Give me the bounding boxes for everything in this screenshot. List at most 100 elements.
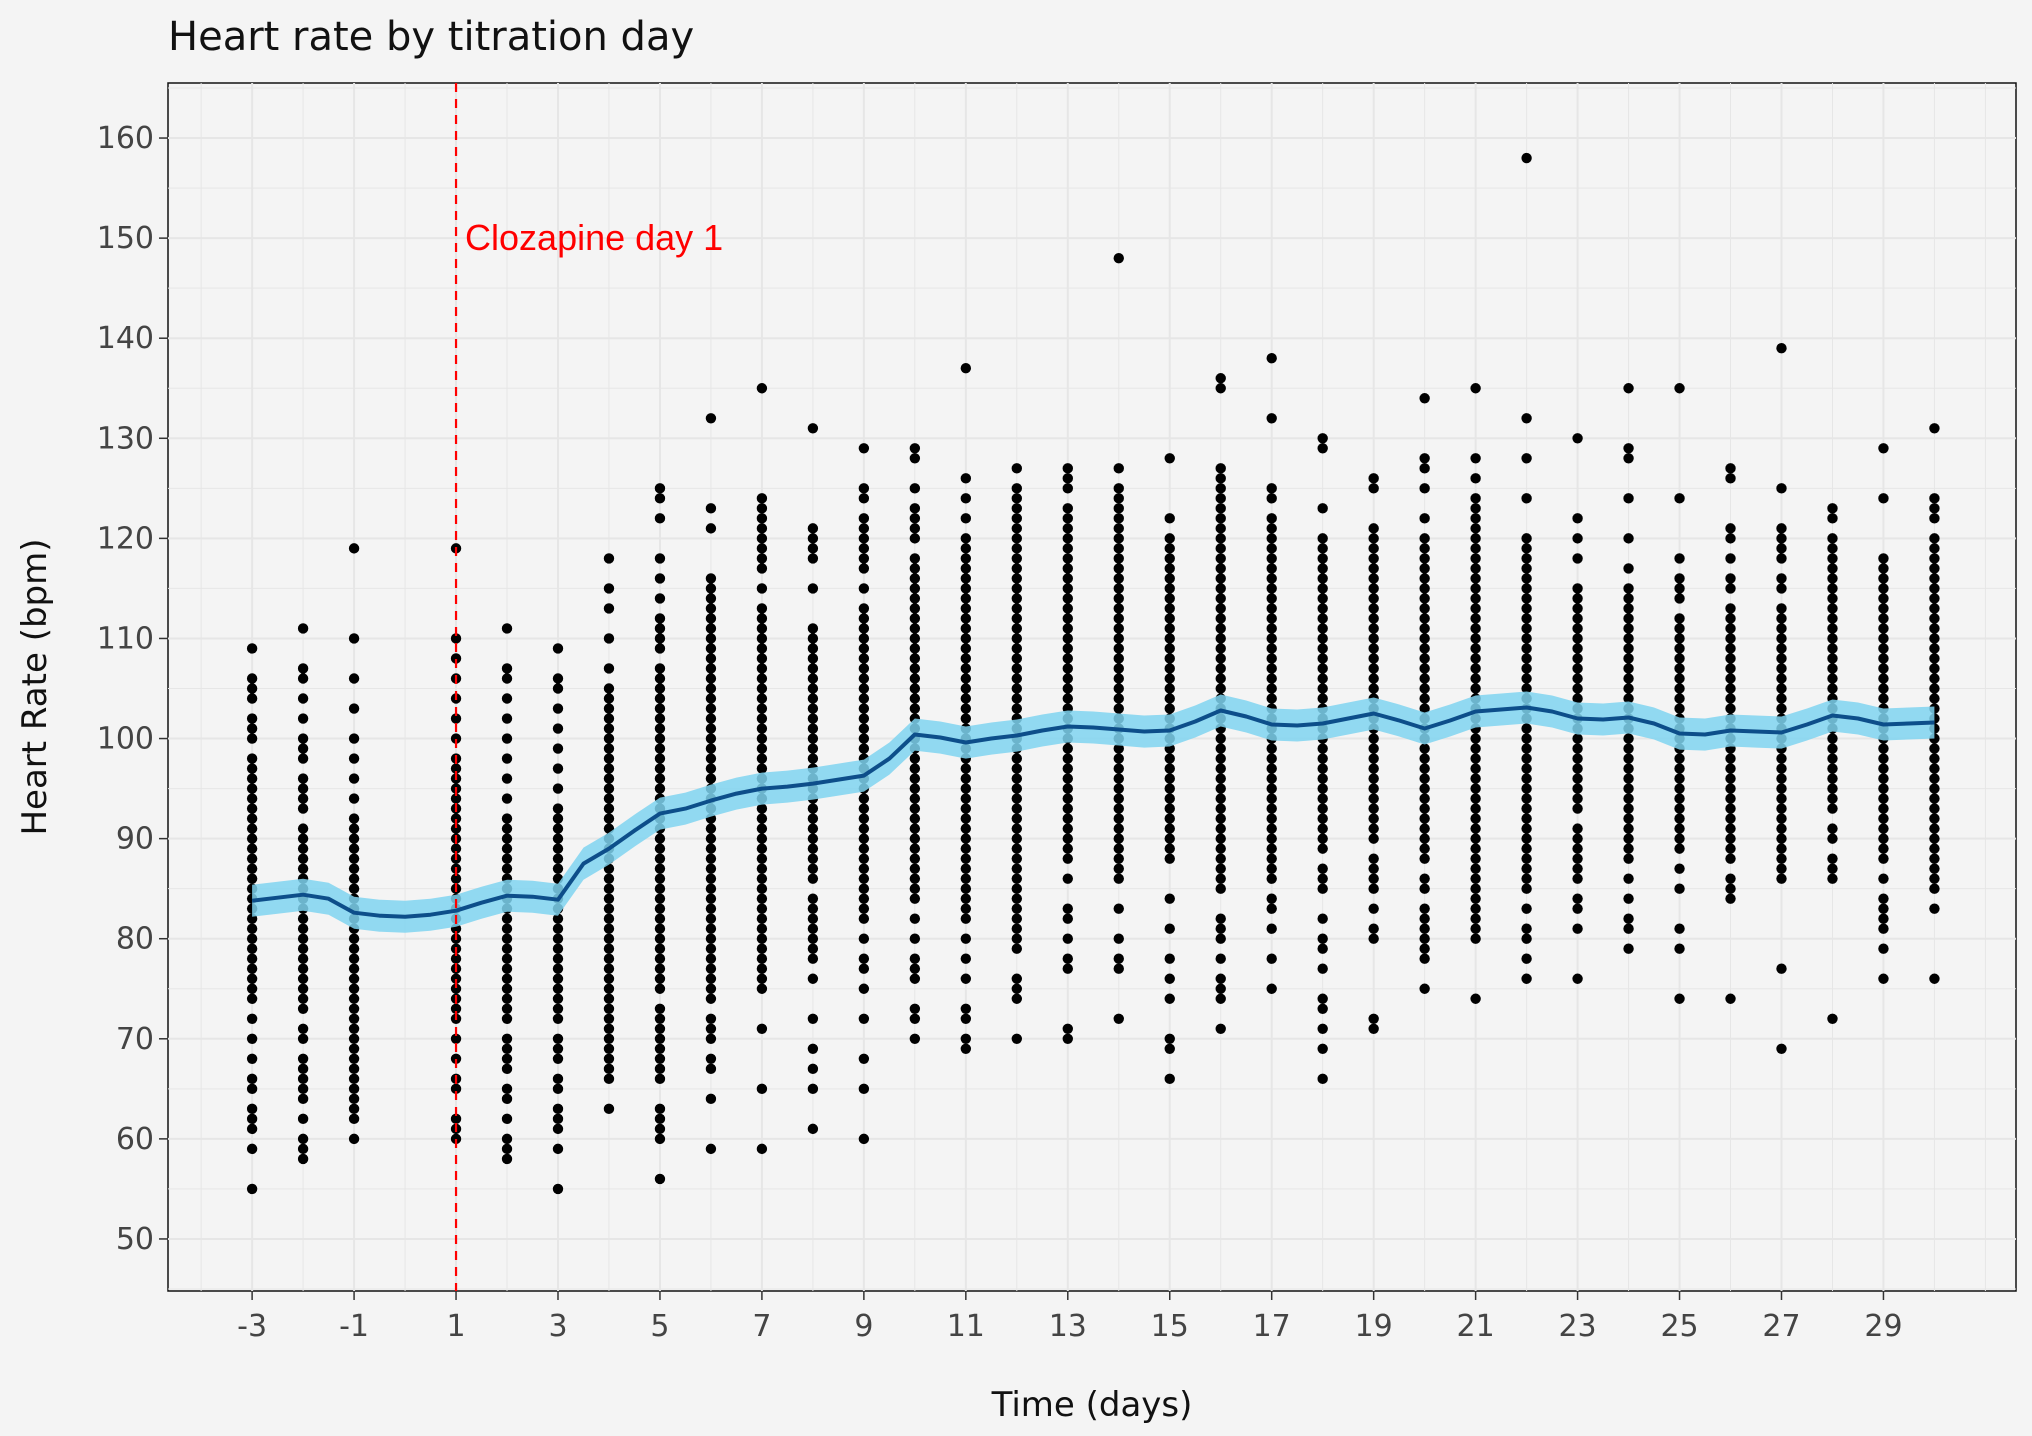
data-point (1725, 553, 1736, 564)
data-point (1521, 783, 1532, 794)
data-point (705, 603, 717, 614)
data-point (552, 703, 564, 714)
data-point (654, 623, 666, 634)
data-point (1470, 853, 1481, 864)
data-point (1113, 523, 1124, 534)
data-point (1878, 793, 1889, 804)
data-point (756, 713, 768, 724)
trend (251, 691, 1935, 933)
data-point (1113, 513, 1124, 524)
data-point (909, 773, 921, 784)
data-point (450, 733, 462, 744)
data-point (705, 753, 717, 764)
data-point (960, 763, 972, 774)
data-point (1011, 673, 1023, 684)
data-point (654, 683, 666, 694)
data-point (705, 623, 717, 634)
data-point (552, 1123, 564, 1135)
x-tick-label: 25 (1660, 1309, 1698, 1344)
data-point (1776, 673, 1787, 684)
data-point (1062, 963, 1073, 974)
data-point (756, 663, 768, 674)
data-point (909, 643, 921, 654)
data-point (1521, 533, 1532, 544)
data-point (1113, 753, 1124, 764)
data-point (1929, 663, 1940, 674)
data-point (1011, 693, 1023, 704)
data-point (1419, 553, 1430, 564)
data-point (1062, 663, 1073, 674)
data-point (1164, 603, 1175, 614)
data-point (552, 823, 564, 834)
data-point (1266, 643, 1277, 654)
data-point (960, 713, 972, 724)
data-point (552, 1073, 564, 1085)
data-point (1011, 563, 1023, 574)
data-point (705, 613, 717, 624)
data-point (1215, 573, 1226, 584)
data-point (1419, 653, 1430, 664)
data-point (654, 643, 666, 654)
data-point (603, 733, 615, 744)
data-point (603, 683, 615, 694)
data-point (1470, 613, 1481, 624)
data-point (1623, 923, 1634, 934)
data-point (858, 613, 870, 624)
data-point (450, 813, 462, 824)
data-point (246, 833, 258, 844)
data-point (1164, 893, 1175, 904)
data-point (1215, 553, 1226, 564)
data-point (1368, 863, 1379, 874)
data-point (1113, 643, 1124, 654)
data-point (1215, 473, 1226, 484)
data-point (1368, 613, 1379, 624)
data-point (654, 883, 666, 894)
data-point (246, 1073, 258, 1085)
data-point (1011, 773, 1023, 784)
data-point (1929, 873, 1940, 884)
data-point (603, 763, 615, 774)
data-point (1011, 613, 1023, 624)
data-point (1164, 613, 1175, 624)
data-point (1164, 843, 1175, 854)
data-point (603, 973, 615, 984)
x-tick-label: 5 (650, 1309, 669, 1344)
data-point (1470, 493, 1481, 504)
data-point (603, 773, 615, 784)
data-point (705, 993, 717, 1004)
data-point (1419, 643, 1430, 654)
data-point (1164, 823, 1175, 834)
data-point (705, 1143, 717, 1155)
data-point (603, 713, 615, 724)
data-point (297, 983, 309, 994)
data-point (1164, 763, 1175, 774)
data-point (1266, 603, 1277, 614)
data-point (1521, 743, 1532, 754)
y-tick-label: 100 (97, 722, 154, 757)
data-point (246, 1113, 258, 1125)
data-point (909, 883, 921, 894)
data-point (960, 623, 972, 634)
data-point (654, 953, 666, 964)
data-point (297, 1083, 309, 1095)
data-point (1215, 993, 1226, 1004)
data-point (756, 863, 768, 874)
data-point (807, 653, 819, 664)
data-point (603, 1103, 615, 1115)
data-point (654, 483, 666, 494)
data-point (552, 1183, 564, 1195)
data-point (1368, 593, 1379, 604)
data-point (705, 643, 717, 654)
data-point (654, 913, 666, 924)
data-point (1215, 653, 1226, 664)
data-point (1470, 683, 1481, 694)
data-point (501, 663, 513, 674)
data-point (756, 823, 768, 834)
data-point (960, 603, 972, 614)
data-point (348, 1053, 360, 1065)
data-point (1521, 813, 1532, 824)
data-point (756, 533, 768, 544)
data-point (1878, 623, 1889, 634)
data-point (246, 1033, 258, 1044)
data-point (807, 903, 819, 914)
